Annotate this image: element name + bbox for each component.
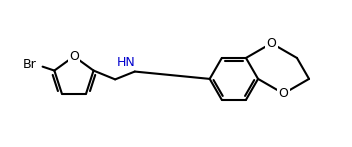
Text: O: O [266, 37, 276, 50]
Text: Br: Br [23, 58, 37, 71]
Text: O: O [279, 87, 289, 100]
Text: HN: HN [117, 56, 135, 69]
Text: O: O [69, 50, 79, 63]
